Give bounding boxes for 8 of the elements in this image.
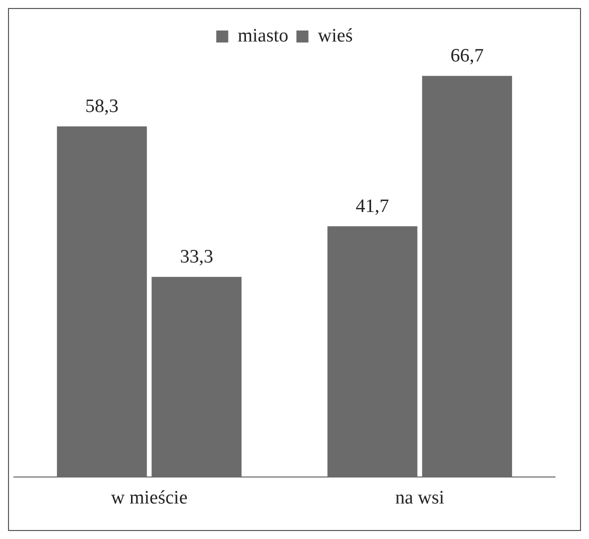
x-tick-label: na wsi <box>395 488 444 509</box>
data-label: 41,7 <box>356 196 390 217</box>
data-label: 33,3 <box>180 246 214 268</box>
legend-label: miasto <box>238 25 288 46</box>
data-label: 66,7 <box>450 45 484 66</box>
x-tick-label: w mieście <box>110 488 188 509</box>
data-label: 58,3 <box>85 96 119 117</box>
legend-label: wieś <box>318 25 353 46</box>
